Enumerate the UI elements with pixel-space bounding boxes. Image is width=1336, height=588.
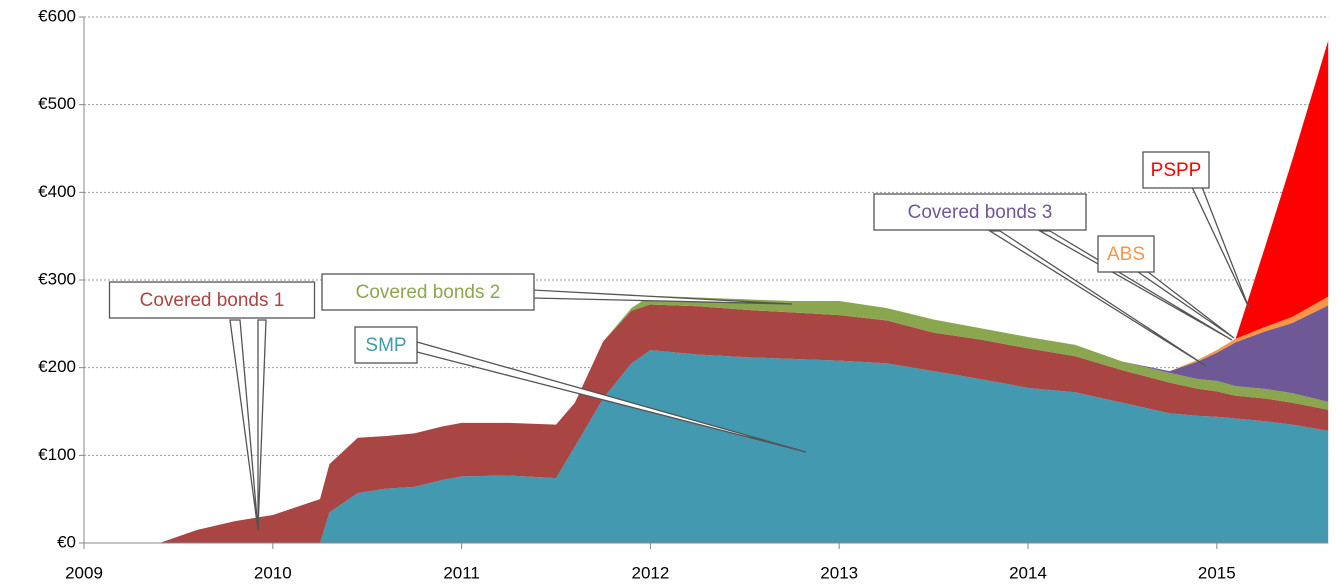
y-tick-label: €600 [38,6,76,25]
y-tick-label: €300 [38,269,76,288]
callout-box [321,273,535,311]
callout-label: Covered bonds 1 [140,290,285,311]
x-tick-label: 2014 [1009,563,1047,582]
callout-label: Covered bonds 3 [908,202,1053,223]
y-tick-label: €200 [38,357,76,376]
y-tick-label: €100 [38,445,76,464]
leader-line [257,319,267,531]
callout-label: SMP [365,335,406,356]
callout-label: ABS [1107,244,1145,265]
y-tick-label: €500 [38,94,76,113]
area [84,350,1329,543]
x-tick-label: 2015 [1198,563,1236,582]
callout-label: PSPP [1151,160,1202,181]
x-tick-label: 2009 [65,563,103,582]
callout-box [873,193,1087,231]
callout-box [1097,235,1155,273]
leader-line [1135,271,1235,339]
area [84,304,1329,543]
x-tick-label: 2011 [443,563,480,582]
leader-line [987,230,1207,367]
callout-box [1142,151,1210,189]
leader-line [1037,230,1233,341]
leader-line [1190,186,1250,309]
x-tick-label: 2012 [631,563,669,582]
callout-box [354,326,418,364]
x-tick-label: 2010 [254,563,292,582]
y-tick-label: €400 [38,182,76,201]
callout-box [108,281,316,319]
x-tick-label: 2013 [820,563,858,582]
y-tick-label: €0 [57,532,76,551]
leader-line [229,319,259,531]
callout-label: Covered bonds 2 [356,282,501,303]
